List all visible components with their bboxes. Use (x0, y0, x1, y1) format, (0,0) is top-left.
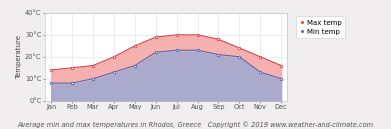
Text: Average min and max temperatures in Rhodos, Greece   Copyright © 2019 www.weathe: Average min and max temperatures in Rhod… (18, 121, 373, 128)
Y-axis label: Temperature: Temperature (16, 35, 22, 79)
Legend: Max temp, Min temp: Max temp, Min temp (296, 16, 345, 38)
